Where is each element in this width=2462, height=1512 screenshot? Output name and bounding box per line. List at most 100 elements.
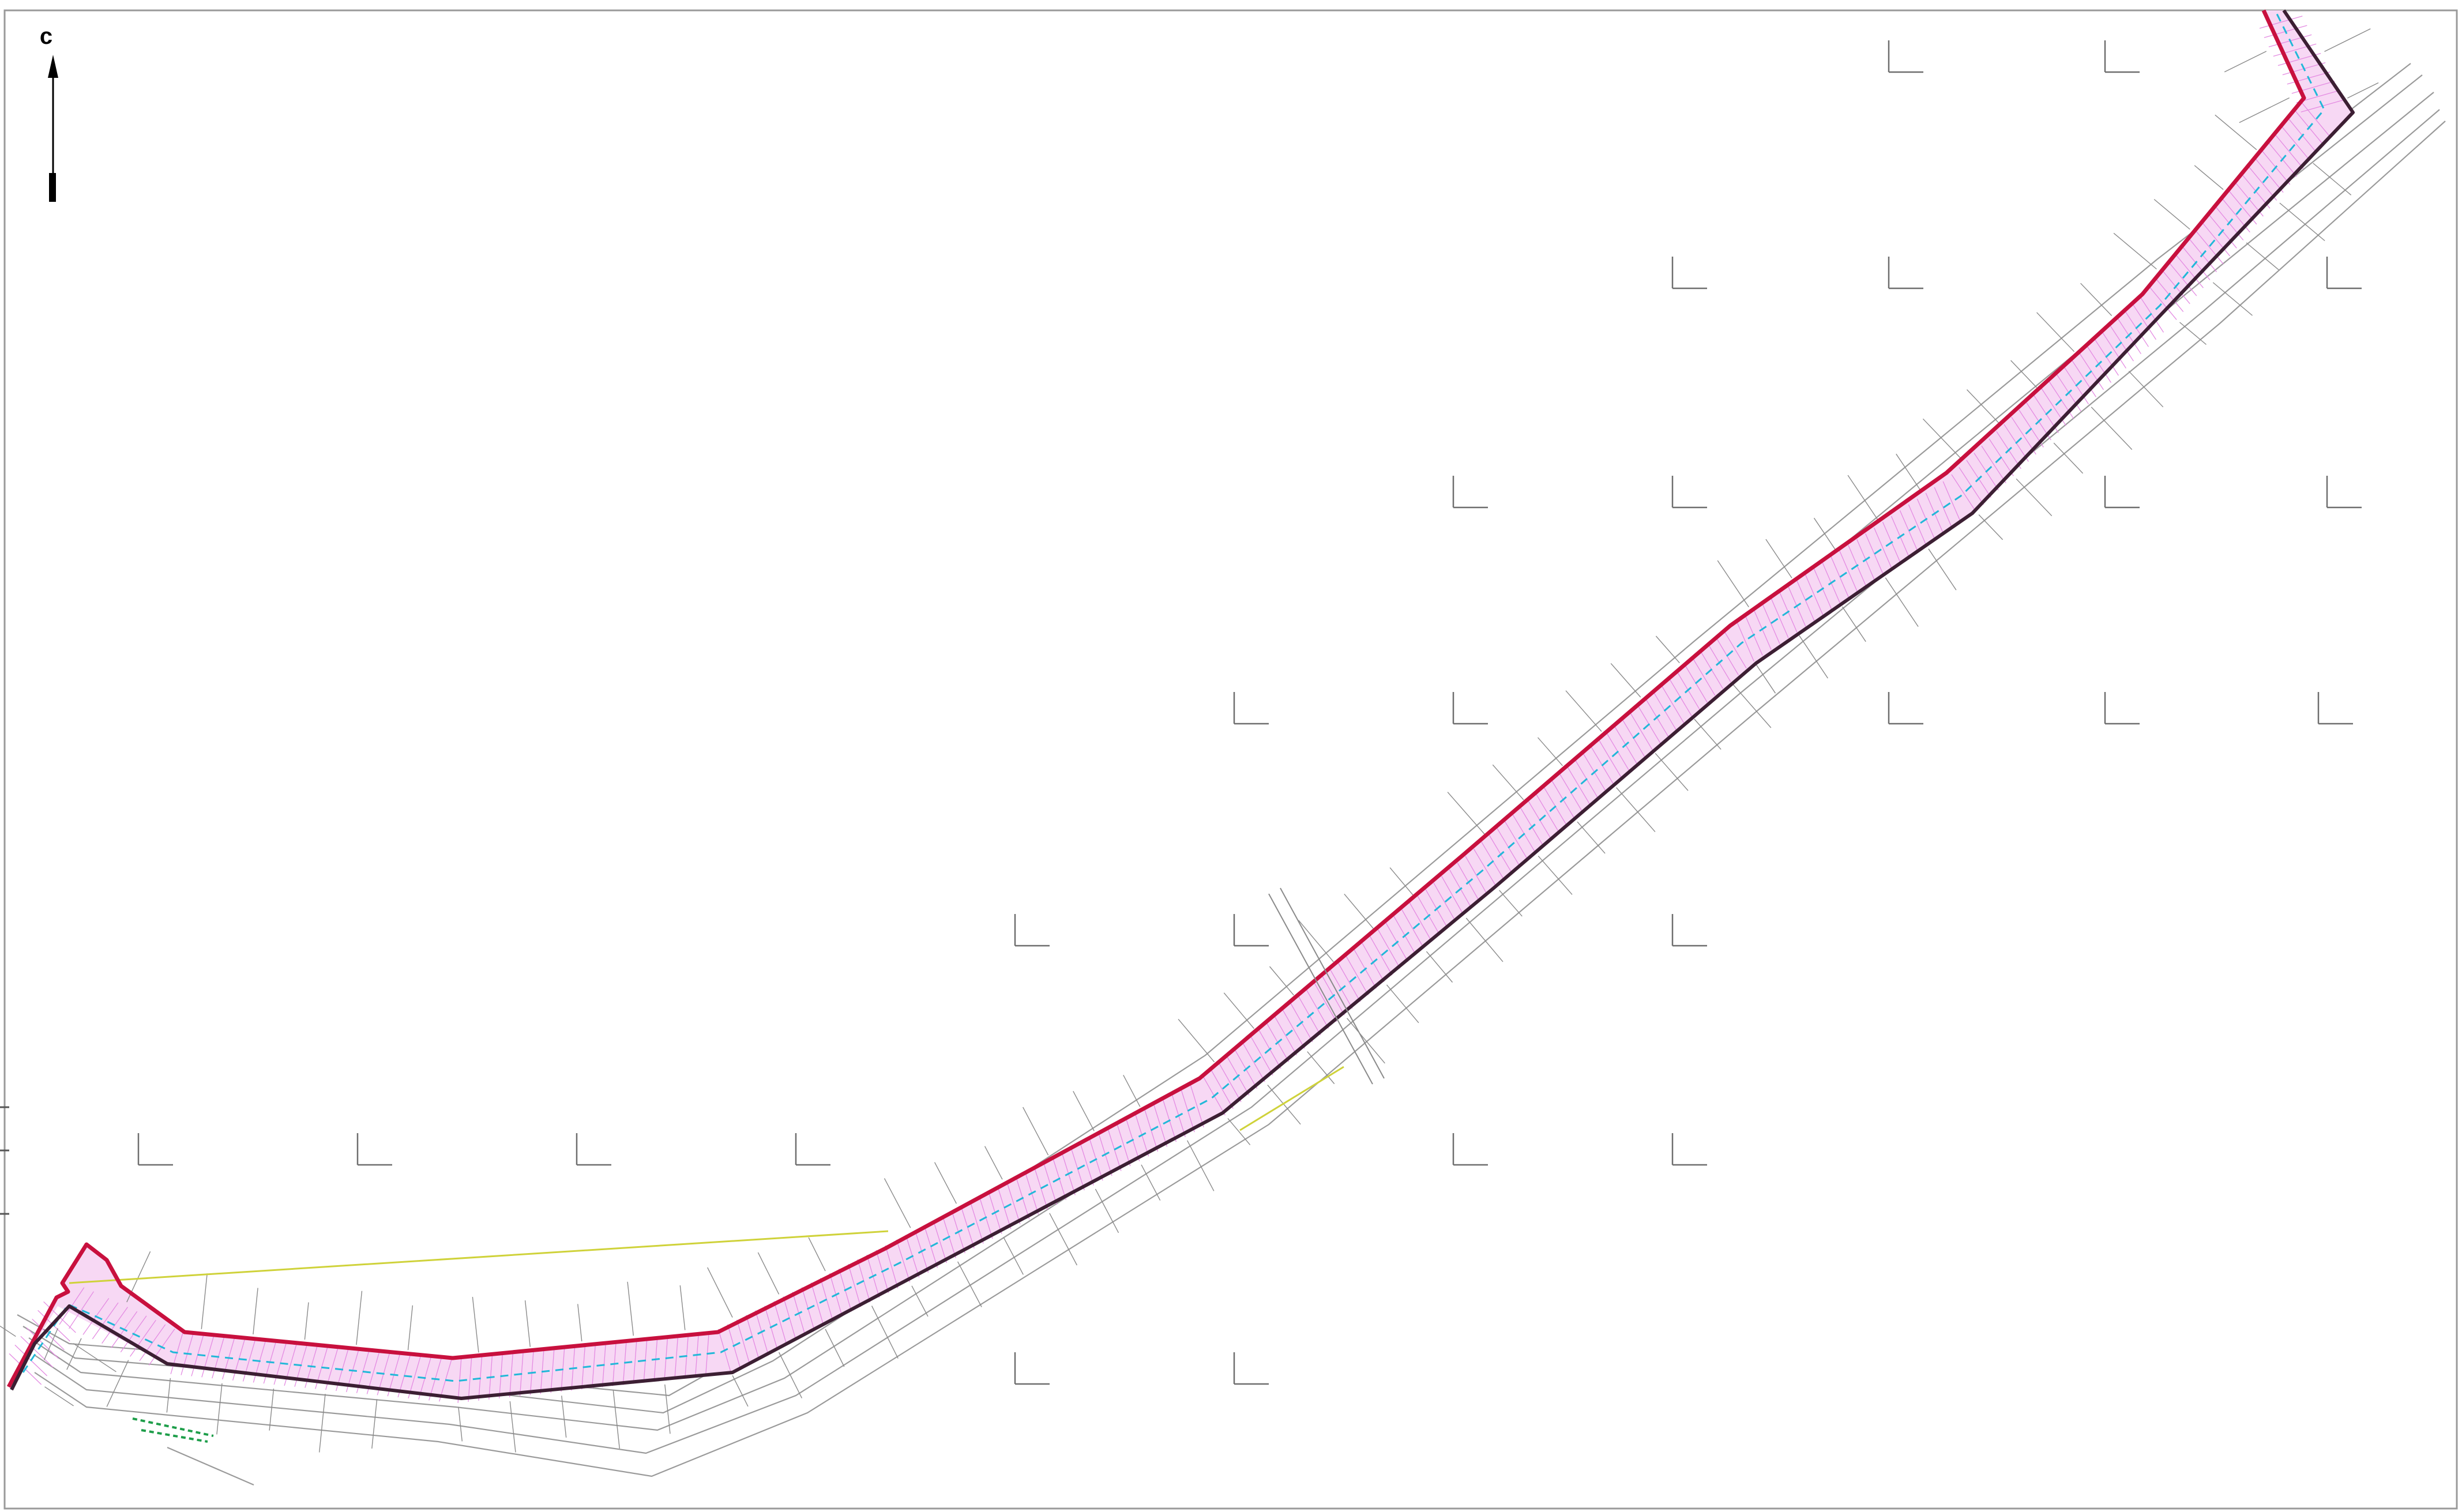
grid-cross-icon (2317, 692, 2353, 725)
survey-tick (509, 1401, 516, 1453)
survey-tick (1538, 855, 1573, 895)
survey-tick (2179, 322, 2207, 345)
survey-tick (216, 1383, 223, 1435)
hatch-line (2247, 166, 2277, 201)
survey-tick (1717, 560, 1749, 607)
corridor-zone (9, 10, 2353, 1398)
survey-tick (1841, 606, 1866, 642)
hatch-line (1153, 1104, 1168, 1147)
hatch-line (2148, 285, 2177, 320)
hatch-line (1951, 474, 1976, 512)
corridor-boundary-inner (10, 9, 2355, 1400)
hatch-line (674, 1334, 679, 1379)
hatch-line (1805, 574, 1824, 615)
grid-cross-icon (576, 1133, 611, 1166)
survey-tick (1922, 418, 1962, 460)
hatch-line (2174, 253, 2204, 288)
survey-tick (1694, 719, 1721, 750)
road-centerline (22, 10, 2325, 1382)
survey-tick (319, 1394, 326, 1453)
hatch-line (1337, 962, 1361, 1002)
grid-cross-icon (1233, 1352, 1269, 1385)
survey-tick (1492, 764, 1524, 800)
hatch-line (1117, 1123, 1131, 1167)
survey-tick (2053, 442, 2084, 474)
hatch-line (2168, 261, 2197, 296)
survey-tick (1465, 917, 1503, 962)
survey-tick (524, 1300, 531, 1347)
hatch-line (848, 1263, 862, 1307)
survey-tick (934, 1162, 957, 1204)
survey-tick (1756, 664, 1776, 694)
survey-tick (1799, 635, 1828, 679)
survey-tick (1347, 1018, 1385, 1064)
survey-tick (407, 1305, 414, 1351)
survey-tick (201, 1273, 208, 1329)
hatch-line (1345, 956, 1369, 995)
grid-cross-icon (1452, 1133, 1488, 1166)
survey-tick (957, 1261, 982, 1307)
survey-tick (2347, 82, 2379, 99)
survey-tick (1141, 1164, 1161, 1201)
survey-tick (1123, 1074, 1141, 1107)
survey-tick (2215, 114, 2257, 151)
survey-tick (66, 1338, 82, 1370)
hatch-line (1735, 620, 1754, 661)
survey-tick (1447, 792, 1485, 834)
survey-tick (1928, 548, 1957, 590)
survey-tick (2194, 165, 2224, 190)
hatch-line (1660, 684, 1685, 723)
survey-tick (1565, 690, 1602, 732)
survey-tick (2080, 283, 2113, 316)
hatch-line (1692, 657, 1716, 696)
survey-tick (43, 1328, 58, 1360)
survey-tick (269, 1388, 275, 1431)
survey-tick (2212, 282, 2253, 316)
hatch-line (1981, 445, 2006, 484)
hatch-line (1409, 902, 1433, 942)
hatch-line (2275, 134, 2304, 169)
hatch-line (885, 1245, 899, 1289)
survey-tick (1186, 1140, 1215, 1191)
survey-tick (1095, 1188, 1119, 1233)
grid-cross-icon (1452, 476, 1488, 509)
grid-cross-icon (795, 1133, 830, 1166)
hatch-line (1830, 556, 1850, 598)
hatch-line (1250, 1036, 1273, 1075)
survey-tick (1307, 1051, 1335, 1084)
grid-cross-icon (1888, 692, 1923, 725)
survey-tick (1344, 893, 1374, 929)
hatch-line (1770, 597, 1789, 638)
hatch-line (2101, 330, 2126, 368)
survey-tick (2128, 371, 2164, 408)
green-marks (132, 1417, 214, 1443)
north-arrow-icon: с (40, 24, 58, 202)
survey-tick (561, 1396, 567, 1438)
grid-cross-icon (1888, 40, 1923, 73)
grid-cross-icon (137, 1133, 173, 1166)
survey-tick (2016, 478, 2053, 517)
hatch-line (1401, 909, 1424, 949)
survey-tick (778, 1352, 803, 1398)
grid-cross-icon (1671, 257, 1707, 289)
hatch-line (1306, 990, 1329, 1029)
hatch-line (1377, 929, 1401, 969)
hatch-line (1433, 882, 1456, 922)
survey-tick (1223, 992, 1254, 1029)
hatch-line (773, 1301, 787, 1344)
hatch-line (1865, 533, 1884, 575)
survey-tick (253, 1288, 258, 1334)
hatch-line (592, 1344, 596, 1389)
corridor-hatching (9, 16, 2344, 1403)
hatch-line (1441, 876, 1464, 916)
survey-tick (1003, 1237, 1024, 1275)
hatch-line (92, 1302, 119, 1340)
survey-tick (356, 1291, 363, 1345)
survey-tick (1885, 577, 1919, 627)
survey-tick (1813, 517, 1836, 550)
survey-tick (44, 1386, 74, 1406)
survey-tick (871, 1306, 899, 1359)
hatch-line (1942, 481, 1961, 523)
survey-tick (1655, 753, 1689, 791)
